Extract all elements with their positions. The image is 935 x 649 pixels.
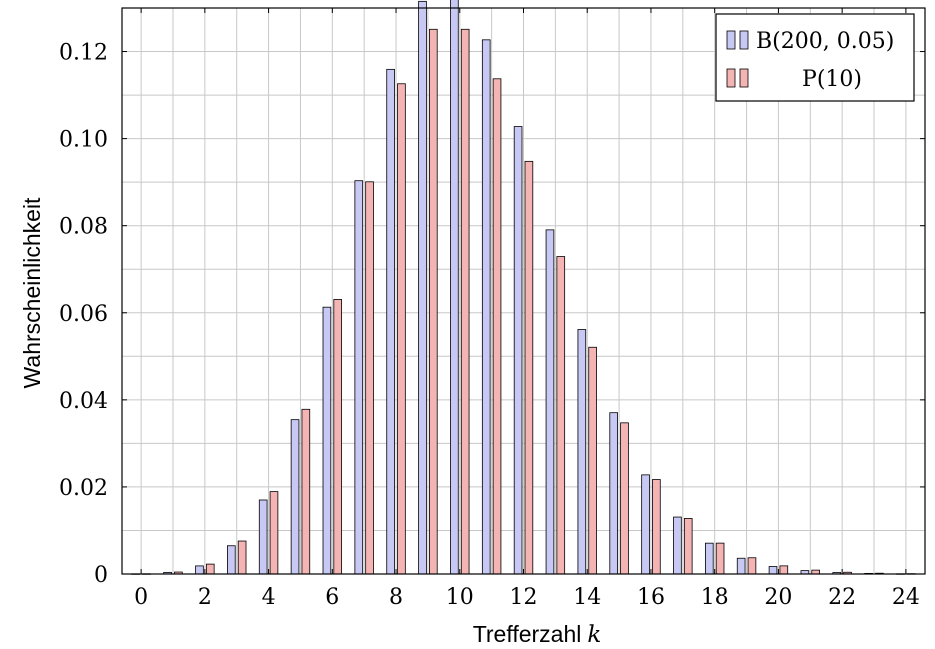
bar-binomial-12 <box>513 126 523 575</box>
legend-swatch-binomial-a <box>726 30 736 50</box>
bar-poisson-17 <box>683 518 693 575</box>
y-axis-label: Wahrscheinlichkeit <box>19 197 45 388</box>
bar-binomial-11 <box>481 39 491 575</box>
bar-poisson-13 <box>556 256 566 575</box>
bar-binomial-20 <box>768 566 778 575</box>
y-tick-label: 0 <box>94 563 108 588</box>
x-tick-label: 16 <box>637 585 665 610</box>
x-tick-label: 18 <box>701 585 729 610</box>
bar-binomial-7 <box>354 180 364 575</box>
y-tick-label: 0.06 <box>59 302 108 327</box>
x-tick-label: 4 <box>262 585 276 610</box>
x-tick-label: 2 <box>198 585 212 610</box>
bar-poisson-10 <box>460 28 470 575</box>
bar-binomial-2 <box>195 565 204 575</box>
bar-binomial-15 <box>609 412 618 575</box>
bar-binomial-10 <box>450 0 459 575</box>
y-tick-label: 0.12 <box>59 41 108 66</box>
x-tick-label: 8 <box>389 585 403 610</box>
legend-label-binomial: B(200, 0.05) <box>756 29 894 54</box>
bar-binomial-4 <box>258 499 268 575</box>
bar-poisson-8 <box>397 83 406 575</box>
bar-binomial-16 <box>641 474 650 575</box>
bar-binomial-14 <box>577 329 587 575</box>
x-tick-label: 10 <box>446 585 474 610</box>
bar-poisson-16 <box>652 479 661 575</box>
bar-poisson-18 <box>715 542 725 575</box>
x-tick-label: 6 <box>325 585 339 610</box>
bar-poisson-4 <box>269 491 279 575</box>
bar-poisson-7 <box>365 181 374 575</box>
x-tick-label: 22 <box>828 585 856 610</box>
bar-poisson-19 <box>747 557 757 575</box>
legend-swatch-poisson-a <box>726 68 736 88</box>
bar-binomial-18 <box>704 542 714 575</box>
x-tick-label: 20 <box>764 585 792 610</box>
axis-ticks: 0 2 4 6 8 10 12 14 16 18 20 22 2400.020.040.060.080.… <box>59 8 925 610</box>
x-axis-label: Trefferzahl k <box>473 621 602 648</box>
y-tick-label: 0.08 <box>59 215 108 240</box>
x-tick-label: 12 <box>510 585 538 610</box>
bar-poisson-12 <box>524 160 534 575</box>
bar-poisson-11 <box>492 78 502 575</box>
bar-binomial-17 <box>673 516 682 575</box>
bar-binomial-19 <box>736 557 746 575</box>
legend: B(200, 0.05) P(10) <box>715 13 915 102</box>
x-axis-label-text: Trefferzahl <box>473 621 582 647</box>
bar-binomial-3 <box>227 545 236 575</box>
x-axis-label-variable: k <box>587 622 601 648</box>
legend-swatch-poisson-b <box>739 68 749 88</box>
x-tick-label: 14 <box>573 585 601 610</box>
bar-poisson-3 <box>237 540 247 575</box>
y-tick-label: 0.02 <box>59 476 108 501</box>
bar-poisson-6 <box>333 299 343 575</box>
bar-poisson-2 <box>205 563 215 575</box>
bar-binomial-5 <box>290 419 300 575</box>
bar-poisson-9 <box>429 28 438 575</box>
legend-box <box>715 13 915 102</box>
legend-label-poisson: P(10) <box>802 67 862 92</box>
legend-swatch-binomial-b <box>739 30 749 50</box>
bar-binomial-13 <box>545 229 555 575</box>
bar-poisson-15 <box>620 422 629 575</box>
bar-poisson-14 <box>588 346 597 575</box>
y-tick-label: 0.04 <box>59 389 108 414</box>
bar-binomial-9 <box>418 0 427 575</box>
bar-poisson-20 <box>779 565 789 575</box>
x-tick-label: 0 <box>134 585 148 610</box>
bar-poisson-5 <box>301 408 311 575</box>
bar-binomial-8 <box>386 68 395 575</box>
y-tick-label: 0.10 <box>59 128 108 153</box>
bars <box>131 0 916 575</box>
bar-binomial-6 <box>322 306 332 575</box>
x-tick-label: 24 <box>892 585 920 610</box>
